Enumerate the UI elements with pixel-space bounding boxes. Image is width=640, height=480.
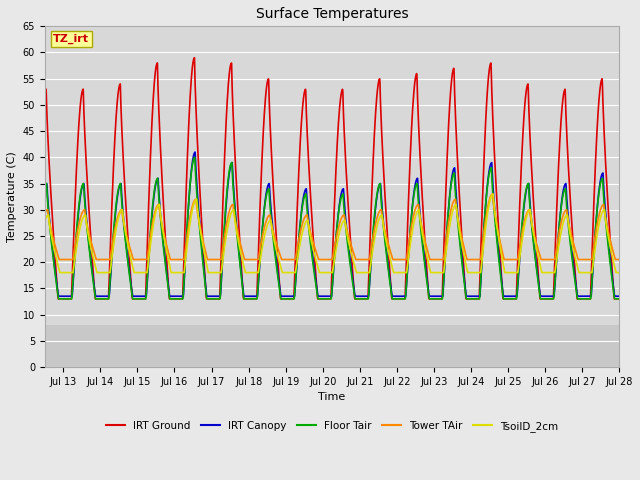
- TsoilD_2cm: [321, 270, 328, 276]
- Floor Tair: [600, 188, 607, 194]
- IRT Ground: [41, 90, 49, 96]
- TsoilD_2cm: [599, 208, 607, 214]
- Line: Tower TAir: Tower TAir: [45, 194, 620, 260]
- Floor Tair: [54, 296, 62, 302]
- IRT Canopy: [306, 225, 314, 231]
- Floor Tair: [321, 296, 328, 302]
- IRT Canopy: [599, 170, 607, 176]
- Tower TAir: [488, 191, 496, 197]
- IRT Ground: [321, 296, 328, 302]
- IRT Canopy: [41, 185, 49, 191]
- IRT Canopy: [321, 293, 328, 299]
- TsoilD_2cm: [600, 208, 607, 214]
- Title: Surface Temperatures: Surface Temperatures: [256, 7, 408, 21]
- IRT Ground: [54, 296, 62, 302]
- Floor Tair: [191, 155, 198, 160]
- IRT Ground: [306, 175, 314, 180]
- IRT Canopy: [54, 293, 62, 299]
- Line: IRT Ground: IRT Ground: [45, 58, 620, 299]
- Tower TAir: [305, 224, 313, 230]
- TsoilD_2cm: [41, 218, 49, 224]
- Legend: IRT Ground, IRT Canopy, Floor Tair, Tower TAir, TsoilD_2cm: IRT Ground, IRT Canopy, Floor Tair, Towe…: [102, 417, 562, 436]
- Tower TAir: [56, 257, 63, 263]
- TsoilD_2cm: [56, 270, 64, 276]
- IRT Canopy: [70, 261, 78, 267]
- Line: Floor Tair: Floor Tair: [45, 157, 620, 299]
- IRT Ground: [191, 55, 198, 60]
- Text: TZ_irt: TZ_irt: [53, 34, 90, 44]
- X-axis label: Time: Time: [319, 392, 346, 402]
- IRT Canopy: [494, 241, 502, 247]
- Y-axis label: Temperature (C): Temperature (C): [7, 151, 17, 242]
- Tower TAir: [321, 257, 328, 263]
- Tower TAir: [600, 202, 607, 207]
- IRT Ground: [494, 213, 502, 219]
- IRT Canopy: [600, 176, 607, 182]
- Tower TAir: [41, 211, 49, 216]
- Tower TAir: [599, 202, 607, 208]
- Line: IRT Canopy: IRT Canopy: [45, 152, 620, 296]
- Floor Tair: [70, 258, 78, 264]
- TsoilD_2cm: [616, 270, 623, 276]
- IRT Ground: [616, 296, 623, 302]
- TsoilD_2cm: [490, 191, 497, 197]
- Floor Tair: [599, 183, 607, 189]
- IRT Canopy: [616, 293, 623, 299]
- Tower TAir: [616, 257, 623, 263]
- Floor Tair: [616, 296, 623, 302]
- IRT Ground: [600, 109, 607, 115]
- IRT Canopy: [191, 149, 199, 155]
- TsoilD_2cm: [305, 227, 313, 233]
- Floor Tair: [494, 247, 502, 252]
- Floor Tair: [41, 184, 49, 190]
- TsoilD_2cm: [494, 230, 502, 236]
- TsoilD_2cm: [70, 260, 78, 265]
- IRT Ground: [599, 101, 607, 107]
- Tower TAir: [494, 227, 502, 233]
- Bar: [45, 325, 620, 367]
- Line: TsoilD_2cm: TsoilD_2cm: [45, 194, 620, 273]
- Tower TAir: [70, 247, 78, 253]
- IRT Ground: [70, 217, 78, 223]
- Floor Tair: [306, 232, 314, 238]
